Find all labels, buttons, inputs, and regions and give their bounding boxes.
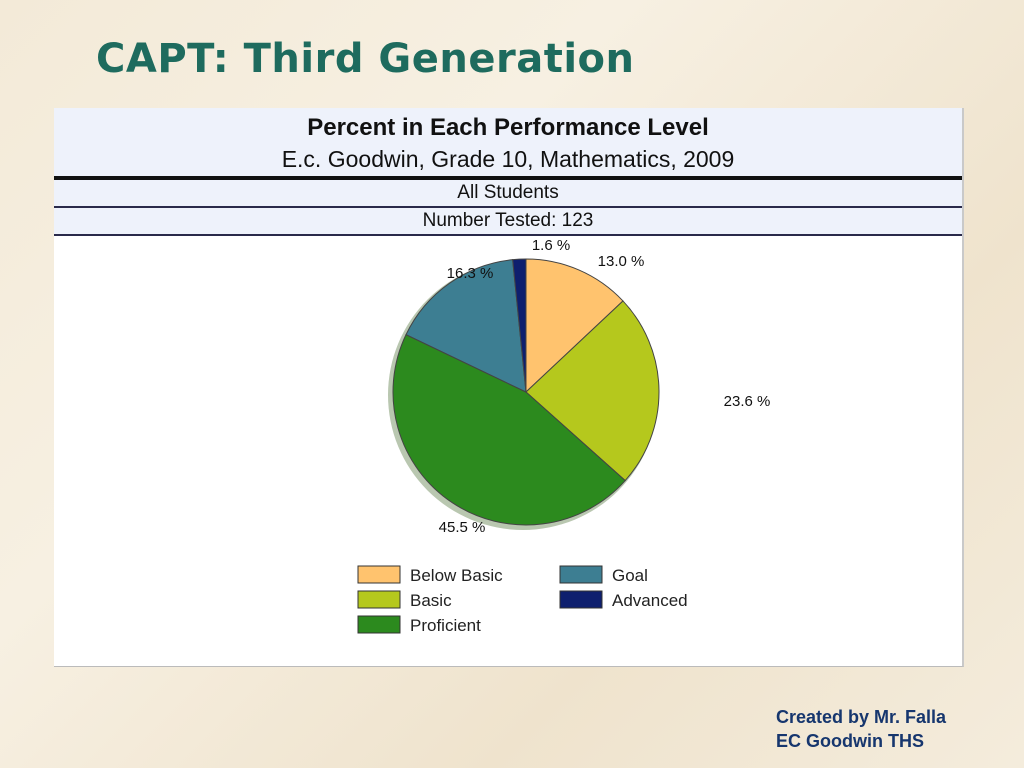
pie-slice-advanced bbox=[512, 258, 527, 393]
report-panel: Percent in Each Performance Level E.c. G… bbox=[54, 108, 964, 667]
data-label-goal: 16.3 % bbox=[447, 265, 494, 282]
legend-item-advanced: Advanced bbox=[559, 590, 688, 610]
legend-swatch bbox=[559, 565, 603, 584]
slide-title: CAPT: Third Generation bbox=[96, 36, 635, 82]
legend-item-basic: Basic bbox=[357, 590, 452, 610]
report-header: Percent in Each Performance Level E.c. G… bbox=[54, 108, 962, 180]
chart-title: Percent in Each Performance Level bbox=[307, 114, 709, 141]
pie-slice-below-basic bbox=[525, 258, 624, 394]
data-label-below-basic: 13.0 % bbox=[598, 253, 645, 270]
credit-author: Created by Mr. Falla bbox=[776, 707, 947, 727]
legend-label: Advanced bbox=[612, 591, 688, 610]
data-label-basic: 23.6 % bbox=[724, 393, 771, 410]
pie-slice-basic bbox=[525, 300, 660, 482]
pie-slice-proficient bbox=[392, 333, 626, 526]
pie-slice-goal bbox=[405, 259, 527, 393]
legend-item-proficient: Proficient bbox=[357, 615, 481, 635]
legend-swatch bbox=[559, 590, 603, 609]
legend-swatch bbox=[357, 565, 401, 584]
legend-label: Goal bbox=[612, 566, 648, 585]
number-tested-label: Number Tested: 123 bbox=[54, 208, 962, 236]
data-label-proficient: 45.5 % bbox=[439, 519, 486, 536]
legend-swatch bbox=[357, 590, 401, 609]
legend-label: Below Basic bbox=[410, 566, 503, 585]
legend-item-goal: Goal bbox=[559, 565, 648, 585]
student-group-label: All Students bbox=[54, 180, 962, 208]
credit-footer: Created by Mr. Falla EC Goodwin THS bbox=[776, 705, 946, 753]
legend-swatch bbox=[357, 615, 401, 634]
credit-school: EC Goodwin THS bbox=[776, 731, 924, 751]
legend-label: Basic bbox=[410, 591, 452, 610]
pie-chart: 13.0 % 23.6 % 45.5 % 16.3 % 1.6 % Below Basi… bbox=[357, 237, 771, 635]
data-label-advanced: 1.6 % bbox=[532, 237, 570, 254]
chart-subtitle: E.c. Goodwin, Grade 10, Mathematics, 200… bbox=[281, 146, 735, 172]
legend-item-below-basic: Below Basic bbox=[357, 565, 503, 585]
legend-label: Proficient bbox=[410, 616, 481, 635]
